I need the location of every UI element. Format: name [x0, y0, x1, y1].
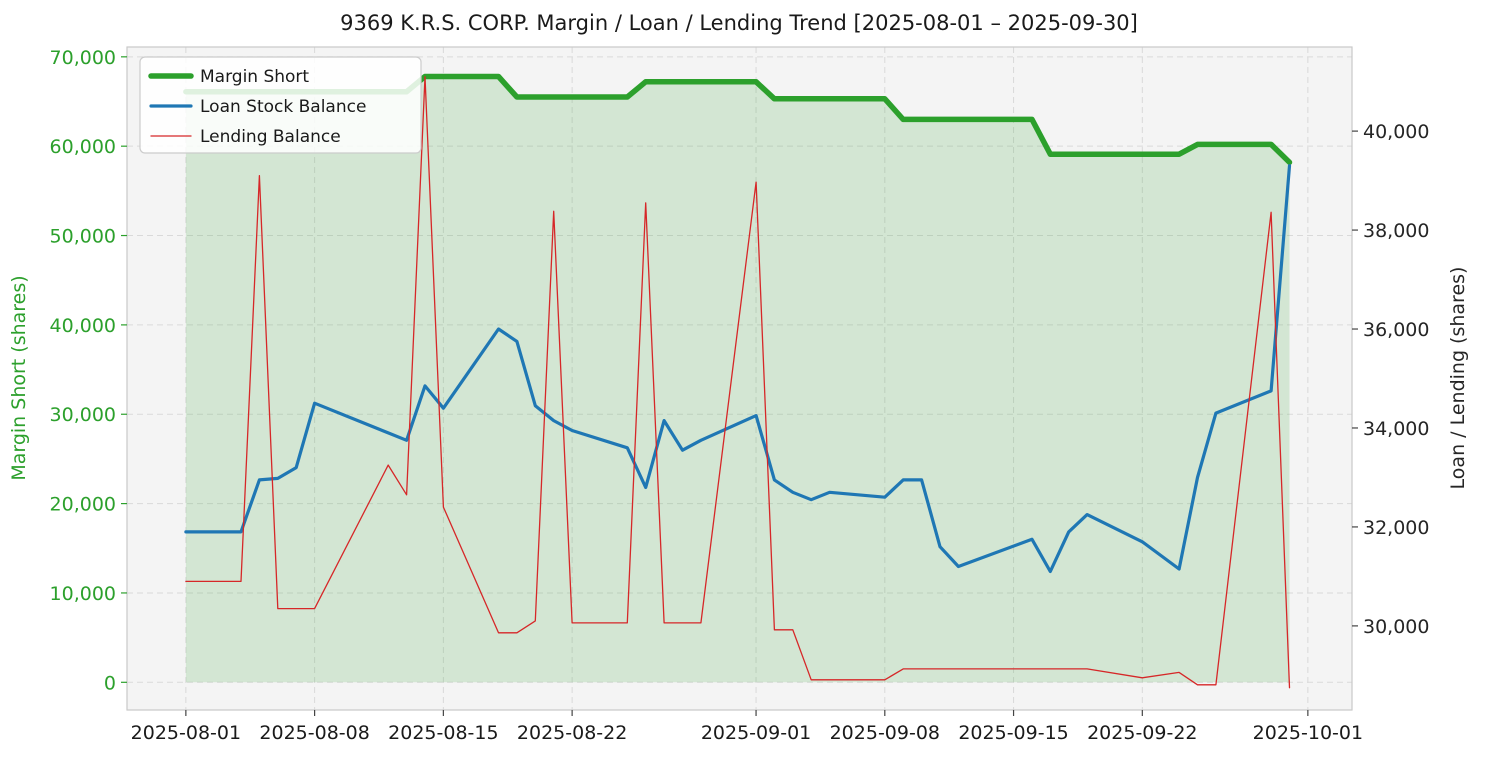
right-axis-label: Loan / Lending (shares)	[1447, 267, 1469, 490]
right-tick-label: 36,000	[1363, 319, 1429, 341]
legend: Margin Short Loan Stock Balance Lending Ba…	[139, 56, 422, 154]
legend-box	[139, 56, 422, 154]
x-tick-label: 2025-08-01	[131, 722, 241, 744]
series-area-margin-short	[185, 76, 1290, 683]
plot-border	[126, 46, 1353, 711]
right-tick-label: 30,000	[1363, 616, 1429, 638]
left-tick-label: 60,000	[50, 136, 116, 158]
x-tick-label: 2025-08-15	[388, 722, 498, 744]
legend-label-loan-stock-balance: Loan Stock Balance	[200, 97, 366, 117]
chart-title: 9369 K.R.S. CORP. Margin / Loan / Lendin…	[340, 11, 1138, 35]
left-axis-label: Margin Short (shares)	[8, 275, 30, 480]
plot-layer: 0 10,000 20,000 30,000 40,000 50,000 60,000 70,…	[50, 46, 1430, 744]
right-tick-label: 38,000	[1363, 220, 1429, 242]
left-tick-label: 10,000	[50, 583, 116, 605]
left-tick-label: 40,000	[50, 315, 116, 337]
right-tick-label: 40,000	[1363, 121, 1429, 143]
x-tick-label: 2025-09-22	[1087, 722, 1197, 744]
x-tick-label: 2025-09-08	[830, 722, 940, 744]
series-line-lending-balance	[185, 76, 1291, 689]
tick-layer: 0 10,000 20,000 30,000 40,000 50,000 60,000 70,…	[50, 47, 1430, 744]
right-tick-label: 32,000	[1363, 517, 1429, 539]
right-tick-label: 34,000	[1363, 418, 1429, 440]
x-tick-label: 2025-08-08	[259, 722, 369, 744]
series-line-loan-stock-balance	[184, 164, 1292, 574]
x-tick-label: 2025-08-22	[517, 722, 627, 744]
x-tick-label: 2025-09-01	[701, 722, 811, 744]
left-tick-label: 0	[104, 672, 116, 694]
left-tick-label: 50,000	[50, 226, 116, 248]
left-tick-label: 30,000	[50, 404, 116, 426]
left-tick-label: 70,000	[50, 47, 116, 69]
legend-label-lending-balance: Lending Balance	[200, 127, 341, 147]
x-tick-label: 2025-09-15	[958, 722, 1068, 744]
left-tick-label: 20,000	[50, 494, 116, 516]
legend-label-margin-short: Margin Short	[200, 67, 309, 87]
x-tick-label: 2025-10-01	[1253, 722, 1363, 744]
plot-background	[127, 47, 1352, 710]
